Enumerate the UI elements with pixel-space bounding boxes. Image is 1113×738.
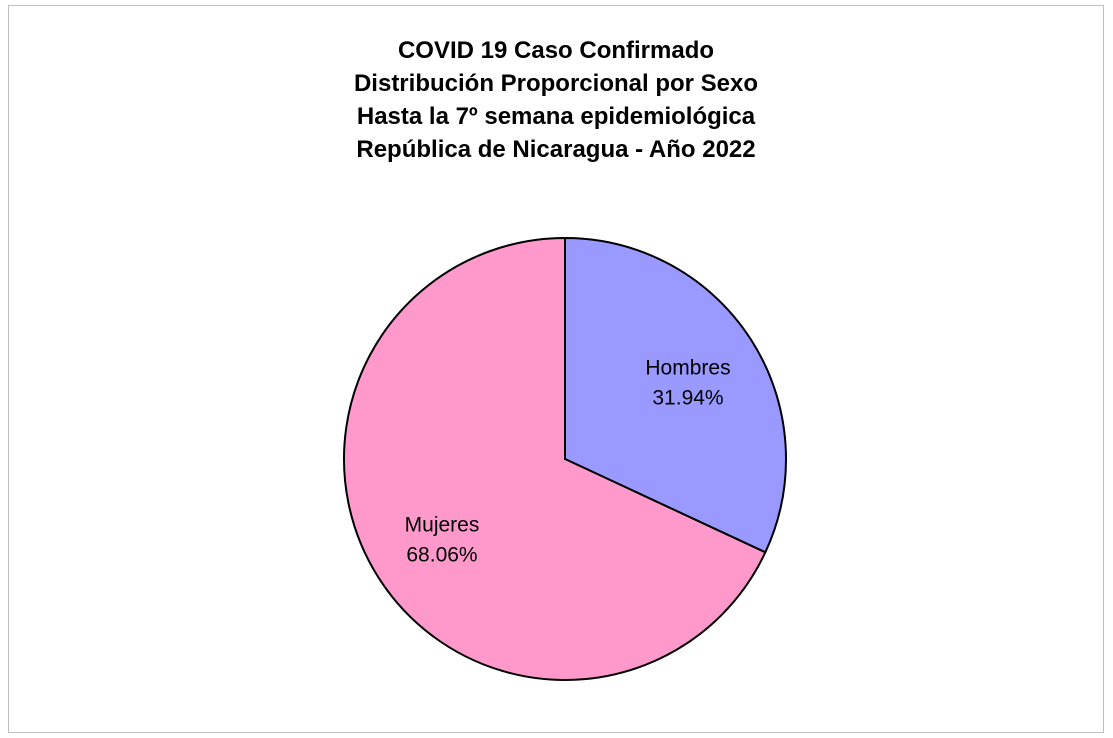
chart-title-line-2: Distribución Proporcional por Sexo — [353, 70, 759, 97]
chart-title-line-1: COVID 19 Caso Confirmado — [397, 37, 715, 64]
pie-label-value: 68.06% — [406, 543, 477, 566]
pie-label-category: Hombres — [645, 357, 730, 380]
pie-label-mujeres: Mujeres 68.06% — [405, 513, 480, 566]
pie-slice-mujeres — [343, 236, 767, 681]
pie-label-hombres: Hombres 31.94% — [645, 357, 730, 410]
pie-label-value: 31.94% — [652, 387, 723, 410]
chart-title-line-3: Hasta la 7º semana epidemiológica — [356, 103, 756, 130]
chart-title: COVID 19 Caso Confirmado Distribución Pr… — [9, 34, 1103, 166]
pie-label-category: Mujeres — [405, 513, 480, 536]
chart-title-line-4: República de Nicaragua - Año 2022 — [356, 136, 756, 163]
pie-slice-hombres — [564, 236, 787, 554]
